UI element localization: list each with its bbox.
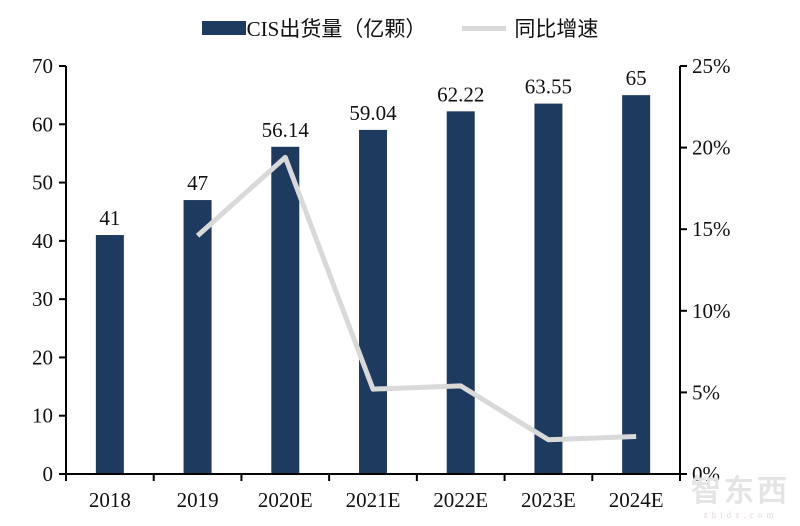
bar-2020E xyxy=(271,146,300,474)
growth-line xyxy=(195,154,637,443)
y-right-tick-label: 0% xyxy=(692,462,720,486)
x-category-label: 2022E xyxy=(433,488,488,512)
y-right-tick-label: 10% xyxy=(692,299,731,323)
legend-item-bar-series: CIS出货量（亿颗） xyxy=(201,13,427,43)
bar-series-label: CIS出货量（亿颗） xyxy=(246,17,427,41)
line-series-label: 同比增速 xyxy=(514,17,599,41)
bar-value-label: 41 xyxy=(99,206,120,230)
bar-2019 xyxy=(183,200,212,475)
bar-2022E xyxy=(446,111,475,474)
y-left-tick-label: 0 xyxy=(43,462,54,486)
y-left-tick-label: 60 xyxy=(32,112,53,136)
x-category-label: 2024E xyxy=(609,488,664,512)
bar-value-label: 47 xyxy=(187,171,208,195)
y-left-tick-label: 10 xyxy=(32,404,53,428)
y-left-tick-label: 50 xyxy=(32,171,53,195)
x-category-label: 2018 xyxy=(89,488,131,512)
watermark-subtitle: zhidx.com xyxy=(703,509,778,520)
y-left-tick-label: 40 xyxy=(32,229,53,253)
bar-series-swatch xyxy=(201,21,246,35)
y-left-tick-label: 20 xyxy=(32,345,53,369)
y-left-tick-label: 30 xyxy=(32,287,53,311)
x-category-label: 2023E xyxy=(521,488,576,512)
legend: CIS出货量（亿颗） 同比增速 xyxy=(0,13,800,43)
x-category-label: 2019 xyxy=(177,488,219,512)
x-category-label: 2020E xyxy=(258,488,313,512)
y-left-tick-label: 70 xyxy=(32,54,53,78)
bar-2018 xyxy=(95,235,124,474)
y-right-tick-label: 25% xyxy=(692,54,731,78)
bar-value-label: 62.22 xyxy=(437,82,484,106)
bar-2021E xyxy=(359,129,387,474)
y-right-tick-label: 15% xyxy=(692,217,731,241)
y-right-tick-label: 5% xyxy=(692,380,720,404)
bar-2023E xyxy=(534,103,563,474)
line-series-swatch xyxy=(462,25,507,31)
bar-value-label: 59.04 xyxy=(349,101,397,125)
bar-value-label: 56.14 xyxy=(262,118,310,142)
bar-value-label: 65 xyxy=(626,66,647,90)
y-right-tick-label: 20% xyxy=(692,136,731,160)
bar-2024E xyxy=(622,95,651,475)
watermark: 智东西 zhidx.com xyxy=(691,475,790,520)
x-category-label: 2021E xyxy=(346,488,401,512)
watermark-title: 智东西 xyxy=(691,475,790,509)
legend-item-line-series: 同比增速 xyxy=(462,13,598,43)
bar-value-label: 63.55 xyxy=(525,75,572,99)
